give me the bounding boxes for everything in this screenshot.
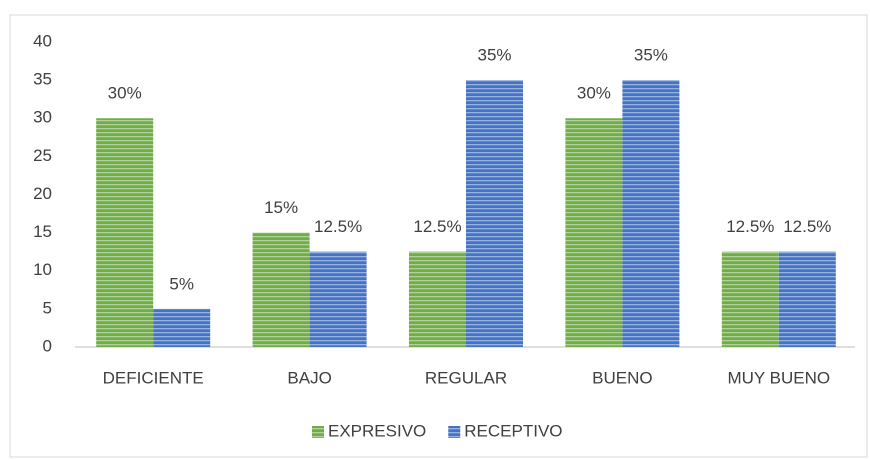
y-tick-label: 25 <box>33 146 52 165</box>
value-label: 30% <box>577 84 611 103</box>
bar <box>721 251 779 347</box>
y-tick-label: 20 <box>33 184 52 203</box>
value-label: 12.5% <box>726 217 774 236</box>
y-tick-label: 30 <box>33 108 52 127</box>
bar <box>96 118 154 347</box>
value-label: 12.5% <box>413 217 461 236</box>
y-tick-label: 0 <box>43 336 52 355</box>
y-tick-label: 35 <box>33 70 52 89</box>
x-tick-label: DEFICIENTE <box>103 368 204 387</box>
bar <box>309 251 367 347</box>
bar <box>466 80 523 347</box>
value-label: 5% <box>169 274 194 293</box>
value-label: 35% <box>634 46 668 65</box>
bar <box>565 118 623 347</box>
legend-label: EXPRESIVO <box>328 421 426 440</box>
value-label: 12.5% <box>314 217 362 236</box>
value-label: 15% <box>264 198 298 217</box>
x-tick-label: BAJO <box>287 368 331 387</box>
value-label: 35% <box>477 46 511 65</box>
bar <box>409 251 466 347</box>
x-tick-label: MUY BUENO <box>727 368 830 387</box>
x-tick-label: BUENO <box>592 368 652 387</box>
y-tick-label: 5 <box>43 298 52 317</box>
legend-swatch <box>312 426 324 438</box>
value-label: 30% <box>108 84 142 103</box>
y-tick-label: 40 <box>33 31 52 50</box>
bar <box>153 308 211 347</box>
legend-label: RECEPTIVO <box>464 421 562 440</box>
value-label: 12.5% <box>783 217 831 236</box>
bar <box>778 251 836 347</box>
y-tick-label: 15 <box>33 222 52 241</box>
y-tick-label: 10 <box>33 260 52 279</box>
legend-swatch <box>448 426 461 438</box>
bar <box>622 80 680 347</box>
x-tick-label: REGULAR <box>425 368 507 387</box>
bar <box>252 232 310 347</box>
